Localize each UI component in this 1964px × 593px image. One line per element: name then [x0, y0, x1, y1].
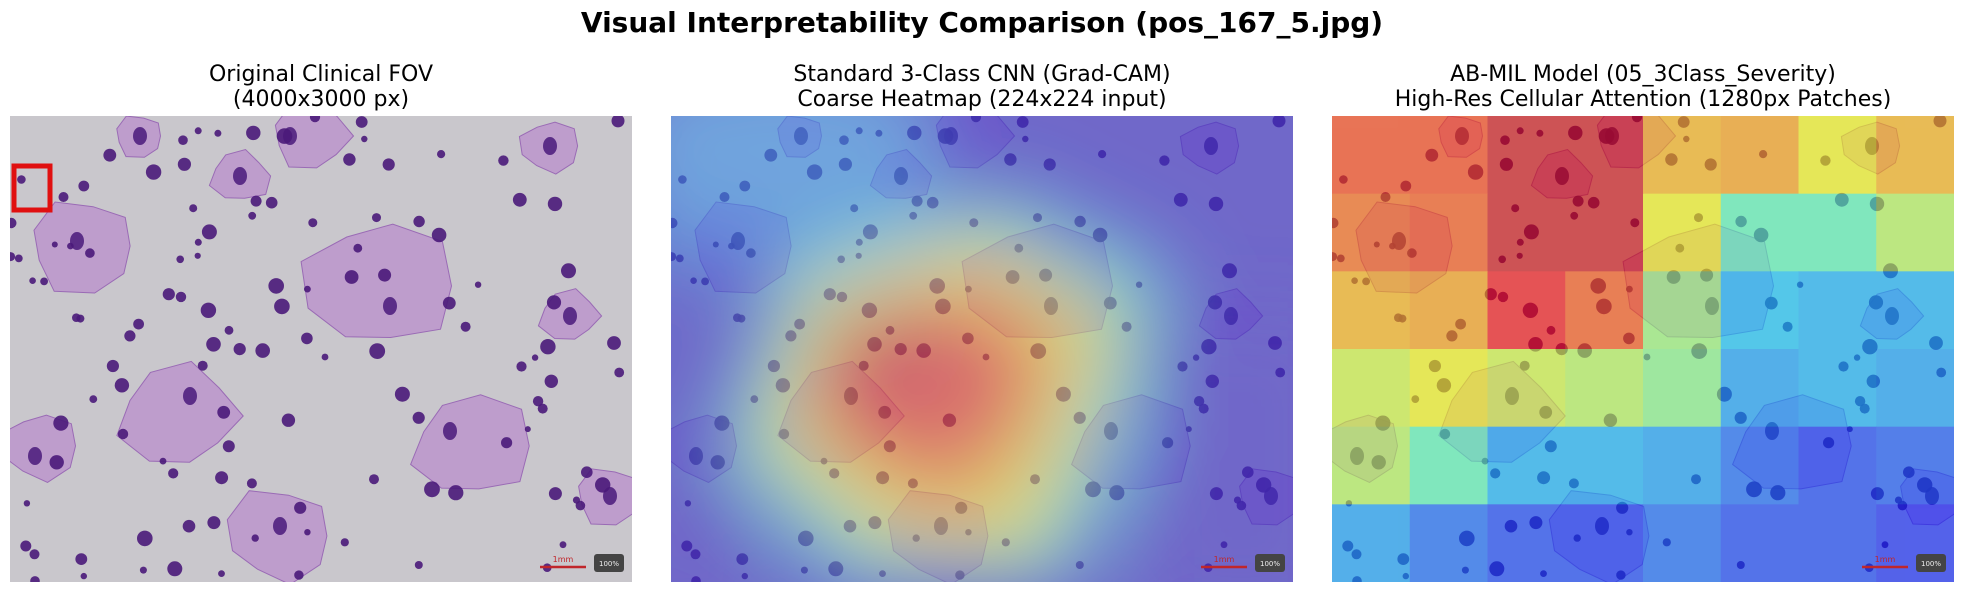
attention-patch [1409, 116, 1488, 195]
attention-patch [1876, 426, 1954, 505]
attention-patch [1565, 271, 1644, 350]
attention-patch [1720, 349, 1799, 428]
attention-patch [1409, 349, 1488, 428]
attention-patch [1565, 349, 1644, 428]
attention-patch [1720, 271, 1799, 350]
attention-patch [1565, 504, 1644, 582]
attention-patch [1332, 193, 1411, 272]
zoom-badge-label: 100% [1921, 560, 1941, 568]
figure-title: Visual Interpretability Comparison (pos_… [580, 6, 1384, 39]
attention-patch [1876, 349, 1954, 428]
panel-title-line1: AB-MIL Model (05_3Class_Severity) [1450, 62, 1836, 87]
panel-title-gradcam: Standard 3-Class CNN (Grad-CAM) Coarse H… [671, 62, 1293, 112]
abmil-attention-image: 1mm 100% [1332, 116, 1954, 582]
scale-bar-label: 1mm [1875, 555, 1896, 564]
attention-patch [1409, 193, 1488, 272]
zoom-badge: 100% [1916, 554, 1946, 572]
zoom-badge-label: 100% [599, 560, 619, 568]
attention-patch [1487, 426, 1566, 505]
attention-patch [1487, 504, 1566, 582]
cytology-tissue [10, 116, 632, 582]
gradcam-heatmap-image: 1mm 100% [671, 116, 1293, 582]
original-fov-image: 1mm 100% [10, 116, 632, 582]
zoom-badge: 100% [594, 554, 624, 572]
panel-title-original: Original Clinical FOV (4000x3000 px) [10, 62, 632, 112]
attention-patch [1487, 116, 1566, 195]
panel-title-line2: High-Res Cellular Attention (1280px Patc… [1394, 87, 1892, 112]
attention-patch [1643, 426, 1722, 505]
panel-title-line1: Standard 3-Class CNN (Grad-CAM) [793, 62, 1171, 87]
attention-patch [1487, 193, 1566, 272]
highlight-box [11, 163, 53, 213]
scale-bar-label: 1mm [553, 555, 574, 564]
gradcam-overlay [671, 116, 1293, 582]
scale-bar: 1mm [1201, 555, 1247, 569]
attention-patch [1487, 349, 1566, 428]
attention-patch [1720, 193, 1799, 272]
attention-patch [1332, 271, 1411, 350]
attention-patch [1332, 116, 1411, 195]
attention-patch [1487, 271, 1566, 350]
attention-patch [1409, 504, 1488, 582]
panel-title-abmil: AB-MIL Model (05_3Class_Severity) High-R… [1332, 62, 1954, 112]
attention-patch [1720, 116, 1799, 195]
attention-patch [1643, 193, 1722, 272]
attention-patch [1720, 426, 1799, 505]
attention-patch [1565, 426, 1644, 505]
attention-patch [1409, 271, 1488, 350]
attention-patch [1876, 271, 1954, 350]
attention-patch [1643, 271, 1722, 350]
attention-patch [1565, 116, 1644, 195]
scale-bar: 1mm [540, 555, 586, 569]
attention-patch [1798, 271, 1877, 350]
attention-patch [1798, 504, 1877, 582]
attention-patch [1332, 426, 1411, 505]
attention-patch [1798, 116, 1877, 195]
attention-patch [1332, 504, 1411, 582]
attention-patch [1643, 116, 1722, 195]
panel-title-line2: Coarse Heatmap (224x224 input) [797, 87, 1167, 112]
scale-bar: 1mm [1862, 555, 1908, 569]
attention-patch [1720, 504, 1799, 582]
attention-patch [1798, 349, 1877, 428]
zoom-badge-label: 100% [1260, 560, 1280, 568]
attention-patch [1332, 349, 1411, 428]
attention-patch [1798, 426, 1877, 505]
scale-bar-label: 1mm [1214, 555, 1235, 564]
attention-patch [1565, 193, 1644, 272]
attention-patch [1876, 193, 1954, 272]
attention-patch [1876, 116, 1954, 195]
attention-patch [1643, 504, 1722, 582]
panel-title-line2: (4000x3000 px) [232, 87, 410, 112]
attention-grid [1332, 116, 1954, 582]
zoom-badge: 100% [1255, 554, 1285, 572]
attention-patch [1643, 349, 1722, 428]
attention-patch [1798, 193, 1877, 272]
attention-patch [1409, 426, 1488, 505]
panel-title-line1: Original Clinical FOV [208, 62, 434, 87]
